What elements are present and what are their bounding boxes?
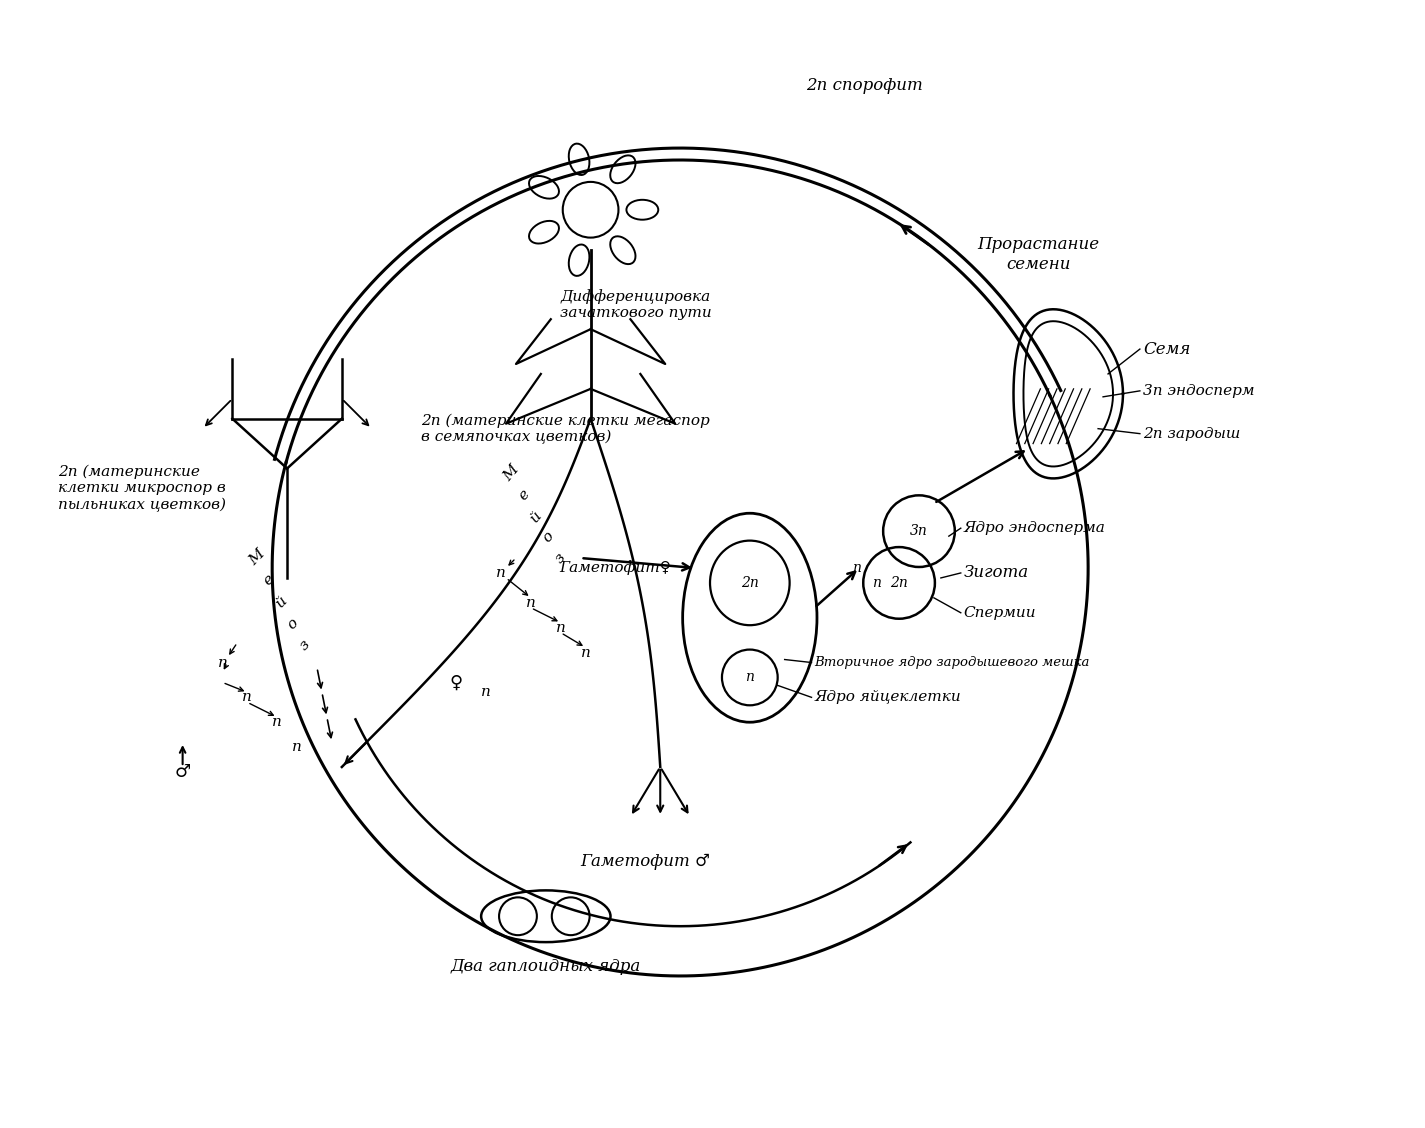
Text: з: з	[551, 550, 567, 566]
Text: Спермии: Спермии	[963, 606, 1036, 619]
Text: 2n: 2n	[741, 576, 758, 590]
Text: n: n	[745, 670, 754, 685]
Text: n: n	[482, 686, 492, 699]
Text: е: е	[261, 572, 278, 588]
Text: Вторичное ядро зародышевого мешка: Вторичное ядро зародышевого мешка	[815, 656, 1090, 669]
Text: n: n	[242, 690, 252, 704]
Text: n: n	[872, 576, 881, 590]
Text: 3n эндосперм: 3n эндосперм	[1143, 384, 1254, 398]
Text: n: n	[218, 655, 228, 670]
Text: n: n	[272, 715, 282, 729]
Text: Семя: Семя	[1143, 341, 1190, 358]
Text: й: й	[272, 593, 289, 610]
Text: з: з	[296, 637, 314, 653]
Text: М: М	[247, 547, 268, 569]
Text: о: о	[285, 616, 301, 632]
Text: 2n: 2n	[891, 576, 908, 590]
Text: е: е	[516, 487, 532, 503]
Text: n: n	[852, 561, 861, 575]
Text: Гаметофит♀: Гаметофит♀	[560, 561, 671, 575]
Text: n: n	[526, 596, 536, 610]
Text: n: n	[556, 620, 566, 635]
Text: Два гаплоидных ядра: Два гаплоидных ядра	[450, 958, 641, 975]
Text: Дифференцировка
зачаткового пути: Дифференцировка зачаткового пути	[560, 289, 711, 320]
Text: 2n спорофит: 2n спорофит	[807, 77, 922, 94]
Text: М: М	[500, 462, 522, 484]
Text: n: n	[581, 645, 590, 660]
Text: Прорастание
семени: Прорастание семени	[978, 236, 1100, 273]
Text: ♀: ♀	[450, 673, 463, 691]
Text: 2n (материнские клетки мегаспор
в семяпочках цветков): 2n (материнские клетки мегаспор в семяпо…	[422, 413, 710, 444]
Text: о: о	[540, 529, 556, 545]
Text: 2n (материнские
клетки микроспор в
пыльниках цветков): 2n (материнские клетки микроспор в пыльн…	[58, 465, 227, 512]
Text: Зигота: Зигота	[963, 564, 1029, 581]
Text: 3n: 3n	[911, 525, 928, 538]
Text: Гаметофит ♂: Гаметофит ♂	[580, 853, 710, 870]
Text: Ядро эндосперма: Ядро эндосперма	[963, 521, 1106, 535]
Text: n: n	[496, 566, 506, 580]
Text: n: n	[292, 740, 302, 755]
Text: 2n зародыш: 2n зародыш	[1143, 426, 1240, 441]
Text: й: й	[527, 508, 544, 525]
Text: ♂: ♂	[174, 763, 191, 781]
Text: Ядро яйцеклетки: Ядро яйцеклетки	[815, 690, 962, 704]
